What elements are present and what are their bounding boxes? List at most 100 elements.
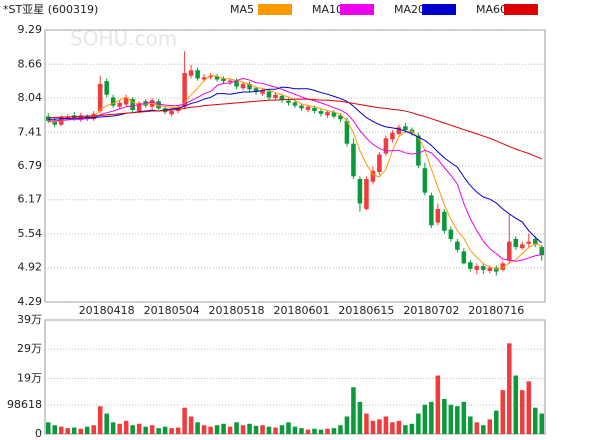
candle-body bbox=[468, 262, 473, 269]
volume-bar bbox=[442, 398, 447, 434]
candle-body bbox=[201, 77, 207, 80]
volume-bar bbox=[162, 426, 168, 434]
volume-bar bbox=[52, 425, 58, 434]
candle-body bbox=[286, 100, 291, 103]
volume-bar bbox=[286, 422, 291, 434]
candle-body bbox=[539, 247, 545, 256]
volume-bar bbox=[266, 426, 272, 434]
volume-tick-label: 98618 bbox=[7, 398, 42, 411]
candle-body bbox=[299, 105, 304, 109]
legend-swatch bbox=[258, 4, 292, 15]
legend-swatch bbox=[340, 4, 374, 15]
candle-body bbox=[156, 101, 161, 109]
volume-bar bbox=[247, 423, 252, 434]
legend-swatch bbox=[422, 4, 456, 15]
ma-line bbox=[48, 77, 542, 262]
volume-bar bbox=[331, 428, 337, 434]
candle-body bbox=[110, 97, 116, 106]
legend-label: MA60 bbox=[476, 3, 507, 16]
volume-bar bbox=[136, 423, 142, 434]
candle-body bbox=[123, 97, 129, 105]
volume-bar bbox=[344, 416, 350, 434]
candle-body bbox=[442, 211, 447, 231]
candle-body bbox=[260, 90, 265, 94]
candle-body bbox=[240, 83, 246, 89]
candle-body bbox=[416, 135, 421, 166]
volume-bar bbox=[201, 425, 207, 434]
x-tick-label: 20180518 bbox=[209, 304, 265, 317]
legend-swatch bbox=[504, 4, 538, 15]
candle-body bbox=[97, 83, 103, 112]
volume-tick-label: 0 bbox=[35, 427, 42, 440]
volume-bar bbox=[71, 427, 77, 434]
ma-line bbox=[48, 98, 542, 160]
volume-bar bbox=[455, 406, 460, 434]
candle-body bbox=[305, 106, 311, 110]
volume-bar bbox=[110, 422, 116, 434]
candle-body bbox=[117, 102, 122, 107]
volume-bar bbox=[234, 422, 239, 434]
volume-bar bbox=[416, 413, 421, 434]
candle-body bbox=[214, 76, 220, 80]
x-tick-label: 20180615 bbox=[338, 304, 394, 317]
volume-bar bbox=[240, 425, 246, 434]
x-tick-label: 20180418 bbox=[79, 304, 135, 317]
candle-body bbox=[130, 99, 135, 110]
volume-bar bbox=[481, 425, 486, 434]
candle-body bbox=[448, 229, 454, 239]
volume-bar bbox=[130, 425, 135, 434]
candle-body bbox=[247, 83, 252, 90]
volume-bar bbox=[351, 387, 356, 434]
legend-label: MA20 bbox=[394, 3, 425, 16]
volume-bar bbox=[169, 428, 174, 434]
candle-body bbox=[279, 95, 285, 101]
volume-bar bbox=[279, 425, 285, 434]
candle-body bbox=[45, 116, 51, 121]
candle-body bbox=[455, 241, 460, 250]
candle-body bbox=[396, 127, 402, 134]
y-tick-label: 6.17 bbox=[18, 193, 43, 206]
candle-body bbox=[325, 112, 330, 116]
y-tick-label: 9.29 bbox=[18, 23, 43, 36]
volume-bar bbox=[182, 407, 187, 434]
x-tick-label: 20180702 bbox=[403, 304, 459, 317]
candle-body bbox=[494, 267, 499, 272]
candle-body bbox=[513, 238, 519, 248]
candle-body bbox=[500, 263, 506, 270]
volume-bar bbox=[58, 426, 64, 434]
volume-bar bbox=[390, 422, 395, 434]
candle-body bbox=[195, 70, 200, 79]
x-tick-label: 20180716 bbox=[468, 304, 524, 317]
candle-body bbox=[481, 266, 486, 270]
volume-bar bbox=[435, 375, 441, 434]
volume-bar bbox=[532, 407, 538, 434]
volume-bar bbox=[253, 425, 259, 434]
candle-body bbox=[182, 72, 187, 107]
volume-bar bbox=[104, 413, 109, 434]
volume-bar bbox=[188, 416, 194, 434]
volume-bar bbox=[143, 426, 148, 434]
volume-bar bbox=[500, 390, 506, 434]
volume-bar bbox=[403, 425, 408, 434]
volume-bar bbox=[520, 390, 525, 434]
candle-body bbox=[351, 143, 356, 177]
candle-body bbox=[383, 138, 389, 154]
volume-bar bbox=[78, 428, 83, 434]
volume-bar bbox=[377, 419, 382, 434]
candle-body bbox=[507, 241, 512, 261]
volume-bar bbox=[195, 422, 200, 434]
volume-tick-label: 39万 bbox=[17, 313, 42, 326]
legend-label: MA5 bbox=[230, 3, 254, 16]
candle-body bbox=[520, 244, 525, 249]
volume-bar bbox=[312, 428, 317, 434]
volume-bar bbox=[494, 410, 499, 434]
volume-bar bbox=[273, 427, 278, 434]
volume-bar bbox=[91, 425, 96, 434]
candle-body bbox=[357, 179, 363, 204]
volume-bar bbox=[474, 422, 480, 434]
candle-body bbox=[78, 115, 83, 120]
volume-bar bbox=[299, 428, 304, 434]
candle-body bbox=[136, 102, 142, 112]
volume-bar bbox=[325, 428, 330, 434]
